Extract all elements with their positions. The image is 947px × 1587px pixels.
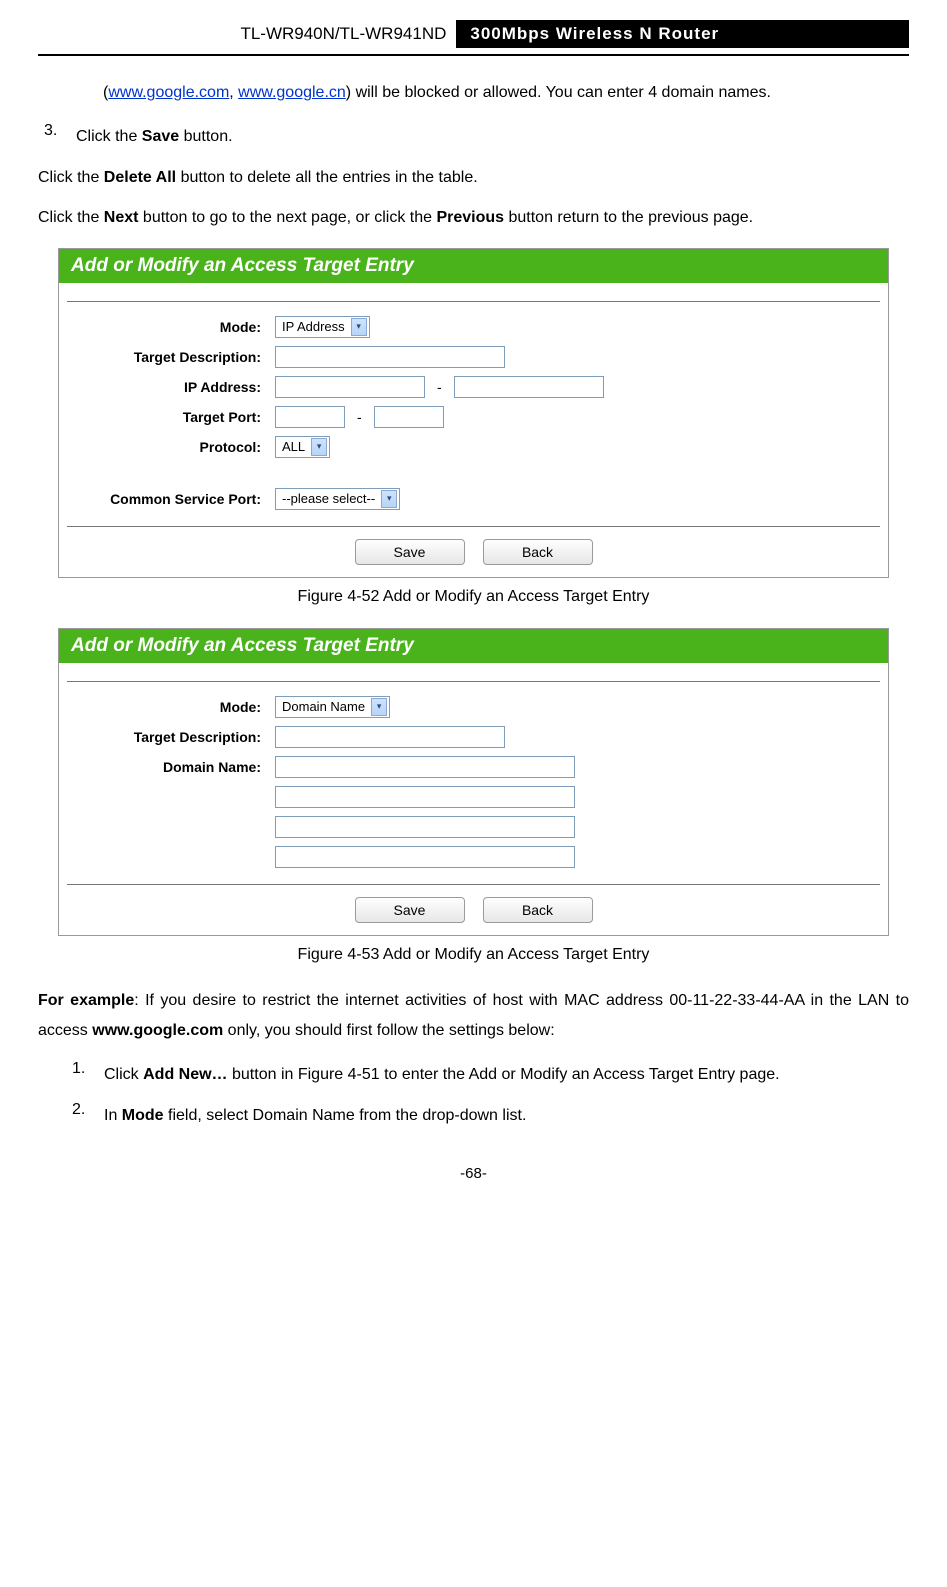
caption-4-53: Figure 4-53 Add or Modify an Access Targ…: [38, 946, 909, 964]
step-3: 3. Click the Save button.: [38, 122, 909, 152]
ex2-num: 2.: [66, 1101, 104, 1131]
ex-step-1: 1. Click Add New… button in Figure 4-51 …: [38, 1060, 909, 1090]
mode2-label: Mode:: [65, 699, 275, 715]
dn-input-3[interactable]: [275, 816, 575, 838]
panel1-hr-top: [67, 301, 880, 302]
back-button[interactable]: Back: [483, 539, 593, 565]
caption-4-52: Figure 4-52 Add or Modify an Access Targ…: [38, 588, 909, 606]
panel1-title: Add or Modify an Access Target Entry: [59, 249, 888, 283]
delete-all-bold: Delete All: [104, 169, 176, 186]
desc2-input[interactable]: [275, 726, 505, 748]
step3-b: button.: [179, 128, 232, 145]
save-button[interactable]: Save: [355, 539, 465, 565]
add-new-bold: Add New…: [143, 1066, 227, 1083]
panel2-hr-top: [67, 681, 880, 682]
chevron-down-icon: ▾: [381, 490, 397, 508]
ip-dash: -: [431, 379, 448, 395]
ex1-num: 1.: [66, 1060, 104, 1090]
protocol-label: Protocol:: [65, 439, 275, 455]
model-name: TL-WR940N/TL-WR941ND: [38, 20, 456, 48]
header-rule: [38, 54, 909, 56]
step-3-num: 3.: [38, 122, 76, 152]
next-bold: Next: [104, 209, 139, 226]
step3-a: Click the: [76, 128, 142, 145]
dn-input-4[interactable]: [275, 846, 575, 868]
doc-header: TL-WR940N/TL-WR941ND 300Mbps Wireless N …: [38, 20, 909, 48]
panel1-hr-bottom: [67, 526, 880, 527]
target-desc-label: Target Description:: [65, 349, 275, 365]
mode-select[interactable]: IP Address ▾: [275, 316, 370, 338]
back-button-2[interactable]: Back: [483, 897, 593, 923]
dn-input-2[interactable]: [275, 786, 575, 808]
link-google-cn[interactable]: www.google.cn: [238, 84, 346, 101]
csp-label: Common Service Port:: [65, 491, 275, 507]
intro-rest: ) will be blocked or allowed. You can en…: [346, 84, 771, 101]
chevron-down-icon: ▾: [371, 698, 387, 716]
link-google-com[interactable]: www.google.com: [108, 84, 229, 101]
for-example-para: For example: If you desire to restrict t…: [38, 986, 909, 1047]
for-example-lead: For example: [38, 992, 134, 1009]
protocol-select[interactable]: ALL ▾: [275, 436, 330, 458]
dn-input-1[interactable]: [275, 756, 575, 778]
mode2-select[interactable]: Domain Name ▾: [275, 696, 390, 718]
ip-label: IP Address:: [65, 379, 275, 395]
delete-all-para: Click the Delete All button to delete al…: [38, 163, 909, 193]
csp-value: --please select--: [282, 491, 375, 506]
panel2-title: Add or Modify an Access Target Entry: [59, 629, 888, 663]
desc2-label: Target Description:: [65, 729, 275, 745]
step3-bold: Save: [142, 128, 179, 145]
panel-domain-name: Add or Modify an Access Target Entry Mod…: [58, 628, 889, 936]
port-dash: -: [351, 409, 368, 425]
product-name: 300Mbps Wireless N Router: [456, 20, 909, 48]
port-start-input[interactable]: [275, 406, 345, 428]
port-end-input[interactable]: [374, 406, 444, 428]
chevron-down-icon: ▾: [311, 438, 327, 456]
chevron-down-icon: ▾: [351, 318, 367, 336]
for-example-site: www.google.com: [92, 1022, 223, 1039]
save-button-2[interactable]: Save: [355, 897, 465, 923]
ip-end-input[interactable]: [454, 376, 604, 398]
target-desc-input[interactable]: [275, 346, 505, 368]
mode-label: Mode:: [65, 319, 275, 335]
mode2-value: Domain Name: [282, 699, 365, 714]
panel-ip-address: Add or Modify an Access Target Entry Mod…: [58, 248, 889, 578]
ex-step-2: 2. In Mode field, select Domain Name fro…: [38, 1101, 909, 1131]
panel2-hr-bottom: [67, 884, 880, 885]
intro-para: (www.google.com, www.google.cn) will be …: [38, 78, 909, 108]
next-prev-para: Click the Next button to go to the next …: [38, 203, 909, 233]
previous-bold: Previous: [436, 209, 504, 226]
protocol-value: ALL: [282, 439, 305, 454]
dn-label: Domain Name:: [65, 759, 275, 775]
mode-value: IP Address: [282, 319, 345, 334]
mode-bold: Mode: [122, 1107, 164, 1124]
port-label: Target Port:: [65, 409, 275, 425]
page-number: -68-: [38, 1165, 909, 1182]
csp-select[interactable]: --please select-- ▾: [275, 488, 400, 510]
ip-start-input[interactable]: [275, 376, 425, 398]
